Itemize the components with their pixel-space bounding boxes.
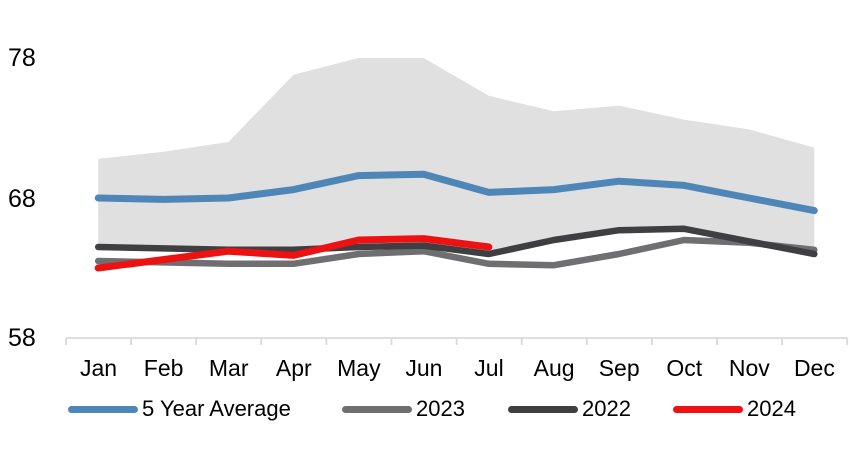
legend-swatch-2022 bbox=[508, 405, 578, 413]
range-band bbox=[98, 58, 815, 256]
y-axis-tick-78: 78 bbox=[8, 44, 36, 72]
x-axis-labels: Jan Feb Mar Apr May Jun Jul Aug Sep Oct … bbox=[66, 354, 847, 382]
x-axis-label-jan: Jan bbox=[79, 355, 118, 381]
x-axis-label-sep: Sep bbox=[598, 355, 640, 381]
legend-item-2024: 2024 bbox=[673, 395, 796, 423]
x-axis-label-dec: Dec bbox=[793, 355, 835, 381]
legend-item-2022: 2022 bbox=[508, 395, 631, 423]
x-axis-label-may: May bbox=[337, 355, 381, 381]
x-axis-label-apr: Apr bbox=[275, 355, 312, 381]
legend-swatch-5-year-average bbox=[68, 405, 138, 413]
legend-label-2022: 2022 bbox=[582, 396, 631, 421]
x-axis-label-feb: Feb bbox=[143, 355, 184, 381]
legend-label-2023: 2023 bbox=[416, 396, 465, 421]
series-line-2023 bbox=[94, 236, 818, 269]
series-line-5-year-average bbox=[94, 170, 818, 215]
legend-label-5-year-average: 5 Year Average bbox=[142, 396, 291, 421]
x-axis-label-mar: Mar bbox=[208, 355, 249, 381]
x-axis-label-aug: Aug bbox=[533, 355, 575, 381]
x-axis-label-jun: Jun bbox=[405, 355, 443, 381]
x-axis-label-jul: Jul bbox=[474, 355, 504, 381]
legend-label-2024: 2024 bbox=[747, 396, 796, 421]
x-axis-label-oct: Oct bbox=[666, 355, 703, 381]
y-axis-tick-58: 58 bbox=[8, 324, 36, 352]
y-axis-tick-68: 68 bbox=[8, 185, 36, 213]
series-line-2024 bbox=[94, 235, 493, 272]
legend-item-2023: 2023 bbox=[342, 395, 465, 423]
x-axis-label-nov: Nov bbox=[728, 355, 770, 381]
legend-item-5-year-average: 5 Year Average bbox=[68, 395, 291, 423]
legend-swatch-2024 bbox=[673, 405, 743, 413]
legend-swatch-2023 bbox=[342, 405, 412, 413]
